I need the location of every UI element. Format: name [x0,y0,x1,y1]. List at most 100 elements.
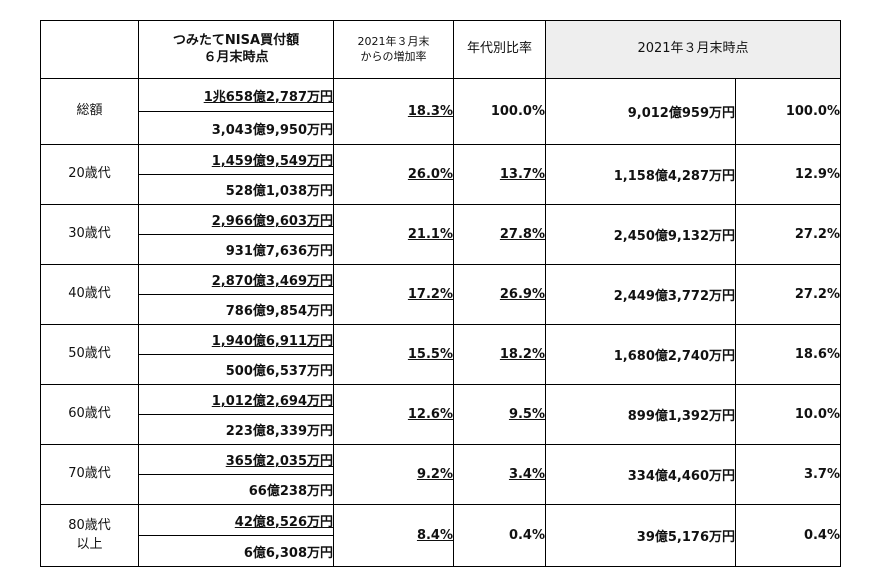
second-amount: 500億6,537万円 [138,354,334,385]
growth-rate: 26.0% [333,144,454,205]
age-group-label: 60歳代 [40,384,139,445]
table-subrow: 500億6,537万円 [41,354,841,385]
buy-amount-value: 42億8,526万円 [234,514,333,530]
growth-rate: 17.2% [333,264,454,325]
second-amount: 931億7,636万円 [138,234,334,265]
march-buy-amount: 334億4,460万円 [545,444,736,505]
buy-amount-value: 1兆658億2,787万円 [203,89,333,105]
age-group-line1: 30歳代 [68,226,111,242]
march-buy-amount: 9,012億959万円 [545,78,736,145]
share-rate: 100.0% [453,78,546,145]
growth-rate: 15.5% [333,324,454,385]
march-share: 12.9% [735,144,841,205]
header-age [40,20,139,79]
buy-amount: 2,870億3,469万円 [138,264,334,295]
second-amount: 66億238万円 [138,474,334,505]
buy-amount: 1,459億9,549万円 [138,144,334,175]
buy-amount-value: 1,012億2,694万円 [211,394,333,409]
march-buy-amount: 39億5,176万円 [545,504,736,567]
table-row: 40歳代 2,870億3,469万円 17.2% 26.9% 2,449億3,772万円… [40,264,841,325]
share-rate: 18.2% [453,324,546,385]
header-buy-line2: ６月末時点 [203,49,269,65]
age-group-line1: 40歳代 [68,286,111,302]
buy-amount-value: 1,459億9,549万円 [211,154,333,169]
second-amount: 786億9,854万円 [138,294,334,325]
age-group-line1: 60歳代 [68,406,111,422]
table-row: 50歳代 1,940億6,911万円 15.5% 18.2% 1,680億2,740万円… [40,324,841,385]
table-row: 20歳代 1,459億9,549万円 26.0% 13.7% 1,158億4,287万円… [40,144,841,205]
table-row: 60歳代 1,012億2,694万円 12.6% 9.5% 899億1,392万円 10.… [40,384,841,445]
share-rate-value: 27.8% [499,227,545,242]
age-group-label: 20歳代 [40,144,139,205]
second-amount: 528億1,038万円 [138,174,334,205]
march-share: 27.2% [735,204,841,265]
age-group-label: 80歳代 以上 [40,504,139,567]
share-rate-value: 26.9% [499,287,545,302]
table-row: 30歳代 2,966億9,603万円 21.1% 27.8% 2,450億9,132万円… [40,204,841,265]
buy-amount-value: 2,870億3,469万円 [211,274,333,289]
buy-amount-value: 1,940億6,911万円 [211,334,333,349]
share-rate: 0.4% [453,504,546,567]
share-rate-value: 100.0% [490,104,545,119]
nisa-purchase-table: つみたてNISA買付額 ６月末時点 2021年３月末 からの増加率 年代別比率 … [40,20,841,567]
growth-rate: 12.6% [333,384,454,445]
header-growth-line1: 2021年３月末 [357,35,430,49]
age-group-label: 50歳代 [40,324,139,385]
march-share: 10.0% [735,384,841,445]
age-group-label: 総額 [40,78,139,145]
age-group-line1: 50歳代 [68,346,111,362]
header-row: つみたてNISA買付額 ６月末時点 2021年３月末 からの増加率 年代別比率 … [40,20,841,79]
header-growth-line2: からの増加率 [360,49,427,63]
table-subrow: 528億1,038万円 [41,174,841,205]
march-share: 100.0% [735,78,841,145]
age-group-label: 40歳代 [40,264,139,325]
share-rate-value: 3.4% [508,467,545,482]
header-share: 年代別比率 [453,20,546,79]
growth-rate: 9.2% [333,444,454,505]
buy-amount-value: 2,966億9,603万円 [211,214,333,229]
march-buy-amount: 2,450億9,132万円 [545,204,736,265]
header-growth-rate: 2021年３月末 からの増加率 [333,20,454,79]
share-rate-value: 18.2% [499,347,545,362]
buy-amount: 1,940億6,911万円 [138,324,334,355]
march-buy-amount: 1,680億2,740万円 [545,324,736,385]
second-amount: 3,043億9,950万円 [138,111,334,145]
growth-rate-value: 17.2% [407,287,453,302]
table-row: 80歳代 以上 42億8,526万円 8.4% 0.4% 39億5,176万円 0.4% [40,504,841,567]
share-rate-value: 0.4% [508,528,545,543]
buy-amount: 2,966億9,603万円 [138,204,334,235]
table-subrow: 223億8,339万円 [41,414,841,445]
growth-rate-value: 26.0% [407,167,453,182]
march-share: 3.7% [735,444,841,505]
march-buy-amount: 899億1,392万円 [545,384,736,445]
growth-rate: 21.1% [333,204,454,265]
age-group-line2: 以上 [76,536,103,552]
growth-rate: 18.3% [333,78,454,145]
buy-amount-value: 365億2,035万円 [225,454,333,469]
age-group-line1: 70歳代 [68,466,111,482]
share-rate: 27.8% [453,204,546,265]
table-row: 総額 1兆658億2,787万円 18.3% 100.0% 9,012億959万円 100… [40,78,841,145]
header-buy-line1: つみたてNISA買付額 [172,32,300,48]
growth-rate-value: 9.2% [416,467,453,482]
growth-rate-value: 12.6% [407,407,453,422]
header-march-2021: 2021年３月末時点 [545,20,841,79]
share-rate: 9.5% [453,384,546,445]
buy-amount: 1兆658億2,787万円 [138,78,334,112]
table-subrow: 786億9,854万円 [41,294,841,325]
march-share: 27.2% [735,264,841,325]
share-rate: 13.7% [453,144,546,205]
share-rate-value: 13.7% [499,167,545,182]
growth-rate-value: 21.1% [407,227,453,242]
growth-rate-value: 15.5% [407,347,453,362]
buy-amount: 42億8,526万円 [138,504,334,536]
growth-rate: 8.4% [333,504,454,567]
age-group-label: 30歳代 [40,204,139,265]
march-buy-amount: 1,158億4,287万円 [545,144,736,205]
share-rate: 26.9% [453,264,546,325]
growth-rate-value: 8.4% [416,528,453,543]
age-group-line1: 総額 [76,103,103,119]
header-buy-amount: つみたてNISA買付額 ６月末時点 [138,20,334,79]
second-amount: 223億8,339万円 [138,414,334,445]
age-group-line1: 20歳代 [68,166,111,182]
